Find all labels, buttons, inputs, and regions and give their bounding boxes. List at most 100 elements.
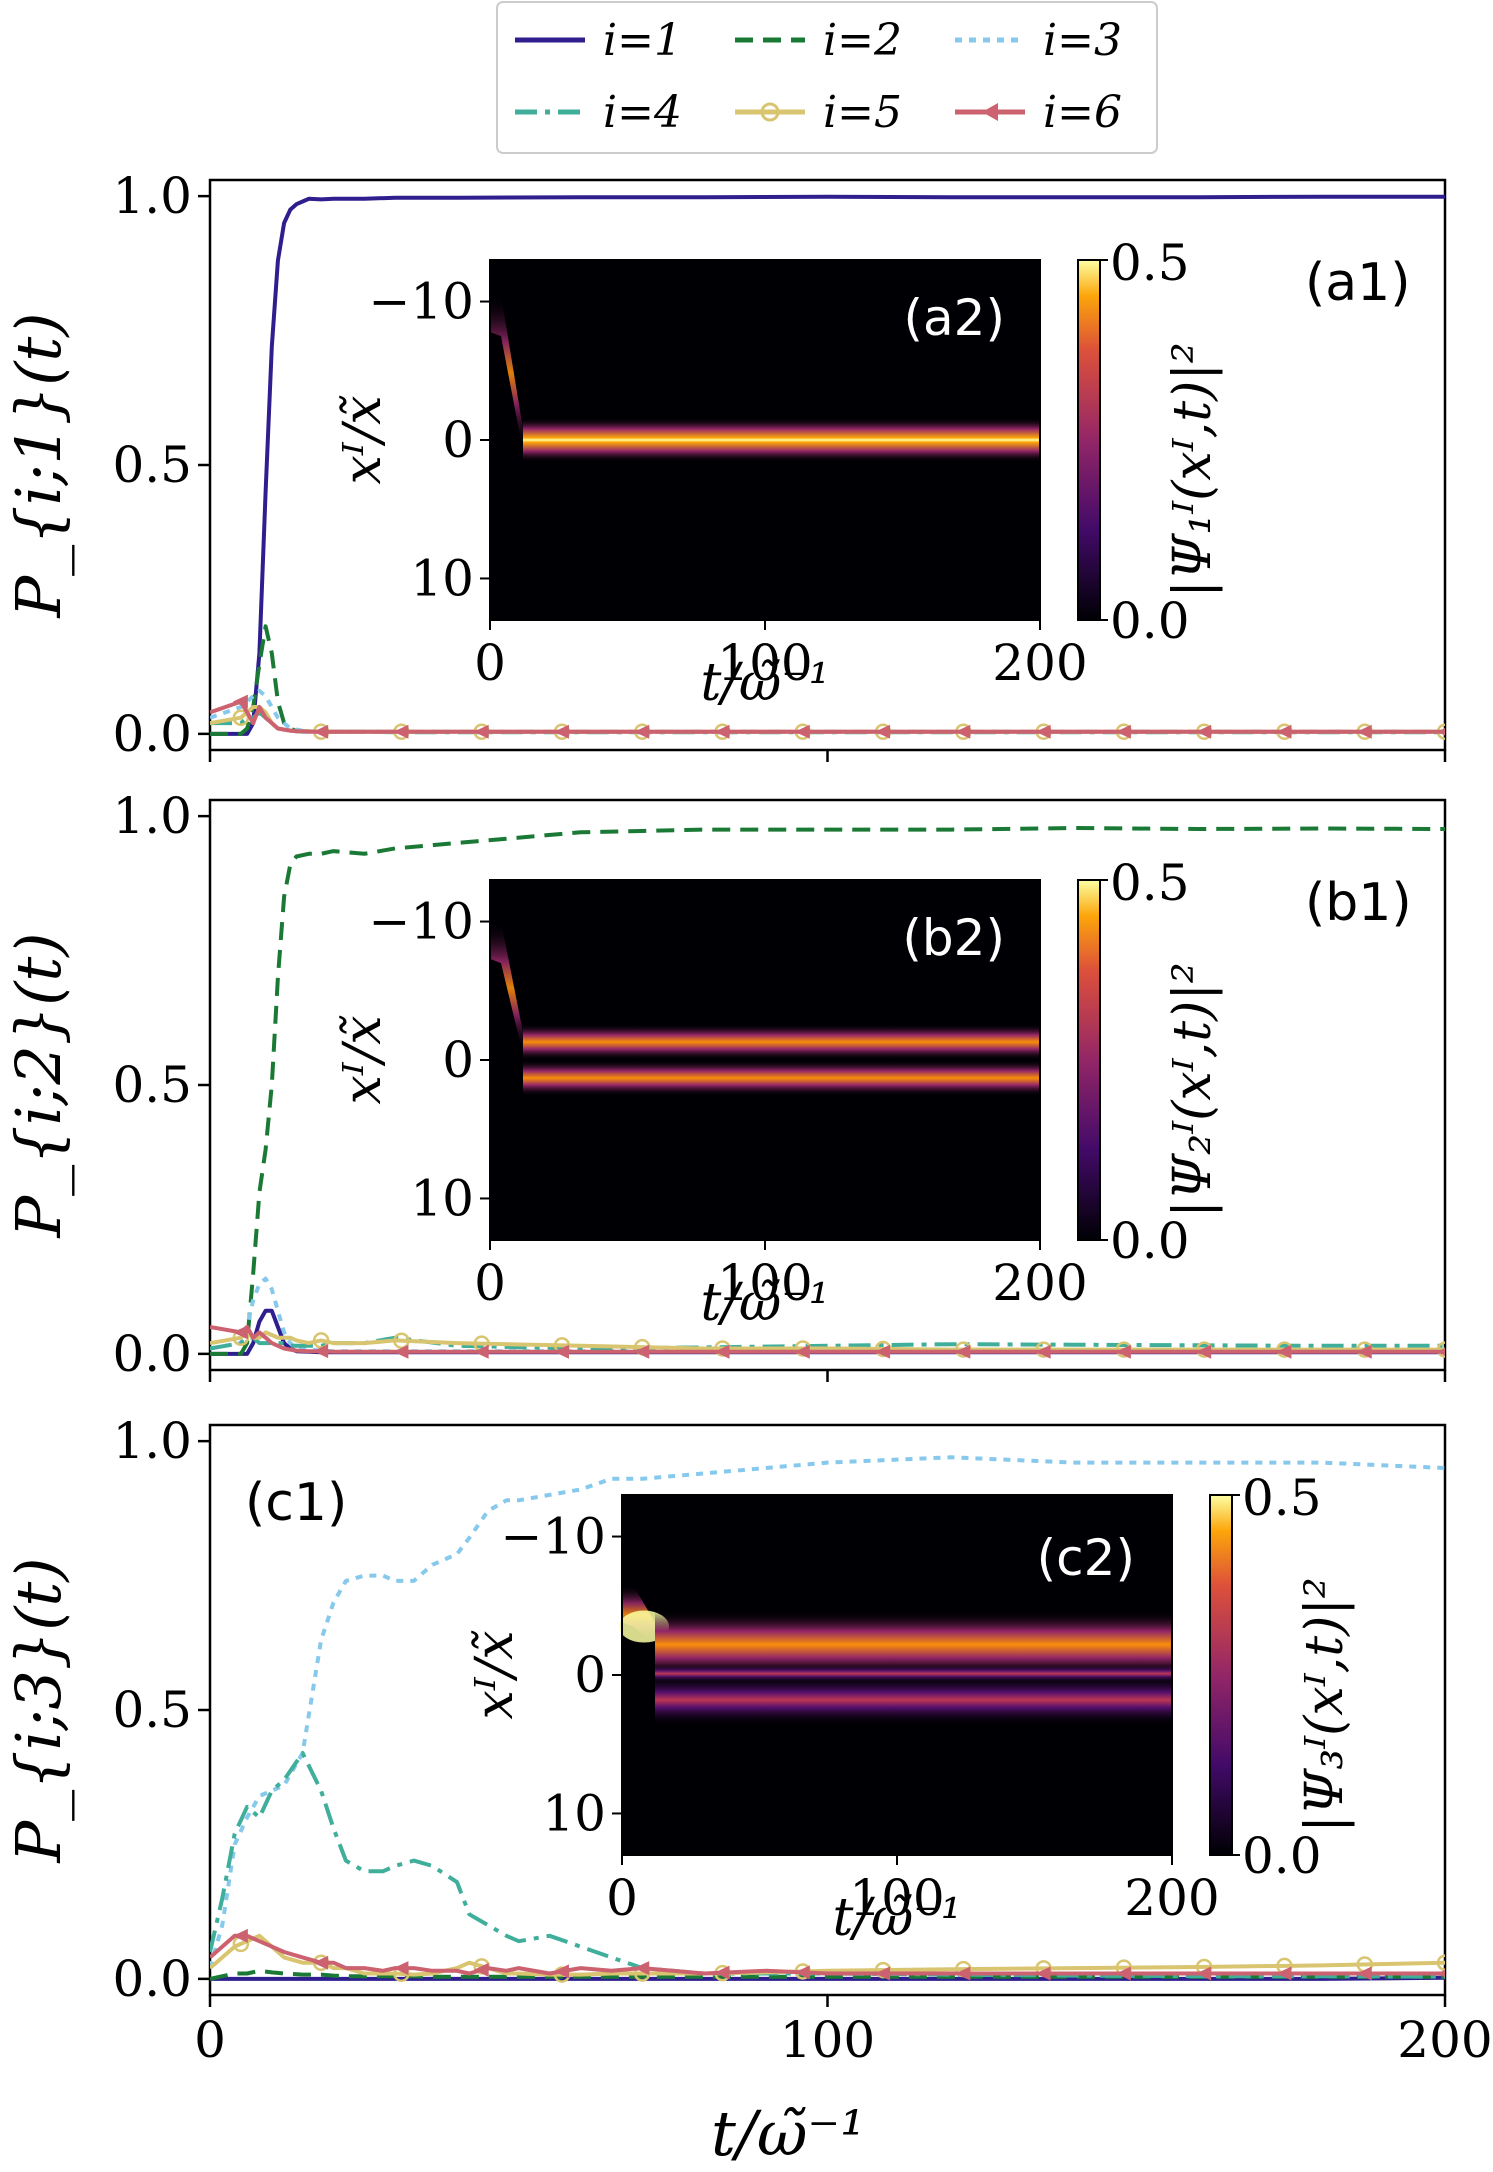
inset-y-tick-label: 10 <box>542 1784 606 1842</box>
marker-i-6 <box>1196 1966 1212 1981</box>
marker-i-5 <box>1436 1954 1445 1971</box>
density-band-upper <box>523 1024 1040 1060</box>
series-i-3 <box>210 1455 1445 1969</box>
x-axis-label: t/ω̃⁻¹ <box>711 2097 865 2170</box>
y-tick-label: 0.5 <box>112 1681 192 1739</box>
marker-i-6 <box>473 1962 489 1977</box>
legend-marker-5 <box>760 102 780 122</box>
marker-i-6 <box>1035 1344 1051 1359</box>
marker-i-6 <box>393 1344 409 1359</box>
legend-label-1: i=1 <box>603 15 682 66</box>
y-axis-label: P_{i;2}(t) <box>2 932 75 1238</box>
inset-x-tick-label: 100 <box>849 1869 944 1927</box>
marker-i-6 <box>1276 1344 1292 1359</box>
marker-i-6 <box>1437 1347 1445 1356</box>
inset-x-tick-label: 0 <box>474 634 506 692</box>
inset-x-tick-label: 0 <box>606 1869 638 1927</box>
marker-i-6 <box>232 694 248 709</box>
marker-i-6 <box>634 724 650 739</box>
inset-x-tick-label: 0 <box>474 1254 506 1312</box>
marker-i-6 <box>1356 724 1372 739</box>
colorbar-label: |Ψ₁ᴵ(xᴵ,t)|² <box>1163 342 1223 598</box>
inset-y-label: xᴵ/x̃ <box>465 1630 525 1719</box>
marker-i-6 <box>1437 1969 1445 1978</box>
marker-i-6 <box>794 1965 810 1980</box>
marker-i-6 <box>714 1965 730 1980</box>
marker-i-6 <box>313 1955 329 1970</box>
inset-y-tick-label: 10 <box>410 549 474 607</box>
y-tick-label: 1.0 <box>112 1412 192 1470</box>
marker-i-6 <box>714 724 730 739</box>
marker-i-6 <box>1356 1966 1372 1981</box>
inset-y-label: xᴵ/x̃ <box>333 395 393 484</box>
marker-i-6 <box>714 1344 730 1359</box>
density-band-lower <box>655 1675 1172 1725</box>
inset-tag: (b2) <box>902 909 1005 967</box>
inset-y-tick-label: −10 <box>368 273 474 331</box>
marker-i-6 <box>1356 1344 1372 1359</box>
inset-x-tick-label: 200 <box>992 1254 1087 1312</box>
legend-marker-6 <box>982 103 998 121</box>
marker-i-6 <box>1437 727 1445 736</box>
series-i-1 <box>210 194 1445 736</box>
colorbar-tick-label: 0.0 <box>1110 1212 1190 1270</box>
marker-i-6 <box>794 724 810 739</box>
x-tick-label: 200 <box>1397 2011 1492 2069</box>
inset-y-label: xᴵ/x̃ <box>333 1015 393 1104</box>
colorbar-tick-label: 0.0 <box>1110 592 1190 650</box>
marker-i-6 <box>875 724 891 739</box>
inset-tag: (a2) <box>904 289 1005 347</box>
legend-label-6: i=6 <box>1043 87 1122 138</box>
marker-i-5 <box>393 1332 410 1349</box>
marker-i-6 <box>553 1964 569 1979</box>
series-group <box>210 826 1445 1359</box>
marker-i-6 <box>553 1344 569 1359</box>
panel-tag: (b1) <box>1305 873 1412 933</box>
inset-x-tick-label: 200 <box>1124 1869 1219 1927</box>
marker-i-6 <box>232 1928 248 1943</box>
marker-i-5 <box>312 1332 330 1349</box>
marker-i-6 <box>1035 724 1051 739</box>
series-group <box>210 194 1445 740</box>
colorbar-tick-label: 0.5 <box>1242 1469 1322 1527</box>
marker-i-6 <box>393 1961 409 1976</box>
legend-label-5: i=5 <box>823 87 902 138</box>
x-tick-label: 100 <box>780 2011 875 2069</box>
inset-y-tick-label: 0 <box>442 1031 474 1089</box>
inset-x-label: t/ω̃⁻¹ <box>700 653 829 713</box>
inset-y-tick-label: 0 <box>574 1646 606 1704</box>
density-band-lower <box>523 1060 1040 1096</box>
legend-label-2: i=2 <box>823 15 902 66</box>
marker-i-6 <box>1115 1344 1131 1359</box>
marker-i-6 <box>634 1961 650 1976</box>
marker-i-6 <box>1196 1344 1212 1359</box>
colorbar <box>1077 879 1101 1241</box>
marker-i-6 <box>634 1344 650 1359</box>
inset-b2: (b2)0 100 200−10010t/ω̃⁻¹xᴵ/x̃0.50.0|Ψ₂ᴵ(x… <box>333 854 1223 1333</box>
inset-x-tick-label: 200 <box>992 634 1087 692</box>
marker-i-5 <box>1436 1341 1445 1358</box>
density-band <box>523 417 1040 463</box>
marker-i-6 <box>473 724 489 739</box>
inset-x-label: t/ω̃⁻¹ <box>832 1888 961 1948</box>
inset-a2: (a2)0 100 200−10010t/ω̃⁻¹xᴵ/x̃0.50.0|Ψ₁ᴵ(x… <box>333 234 1223 713</box>
inset-x-tick-label: 100 <box>717 1254 812 1312</box>
marker-i-6 <box>955 724 971 739</box>
colorbar-tick-label: 0.0 <box>1242 1827 1322 1885</box>
y-tick-label: 0.5 <box>112 436 192 494</box>
y-axis-label: P_{i;3}(t) <box>2 1557 75 1863</box>
marker-i-6 <box>794 1344 810 1359</box>
marker-i-6 <box>313 724 329 739</box>
marker-i-6 <box>1276 724 1292 739</box>
marker-i-6 <box>1196 724 1212 739</box>
y-tick-label: 0.0 <box>112 1950 192 2008</box>
marker-i-6 <box>1276 1966 1292 1981</box>
legend-label-4: i=4 <box>603 87 682 138</box>
y-tick-label: 1.0 <box>112 167 192 225</box>
marker-i-6 <box>232 1325 248 1340</box>
series-i-2 <box>210 826 1445 1356</box>
inset-x-tick-label: 100 <box>717 634 812 692</box>
inset-x-label: t/ω̃⁻¹ <box>700 1273 829 1333</box>
